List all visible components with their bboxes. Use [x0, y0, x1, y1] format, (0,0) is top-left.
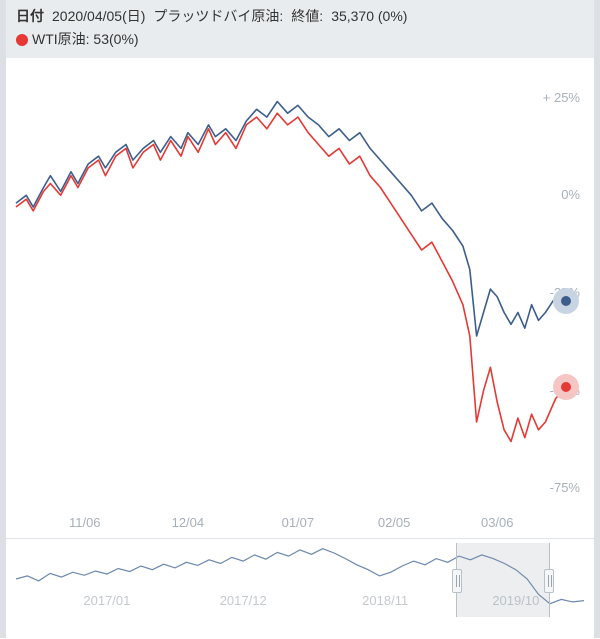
header-line-2: WTI原油: 53(0%)	[16, 29, 584, 50]
ytick-label: + 25%	[543, 90, 580, 105]
date-label: 日付	[16, 6, 44, 27]
main-chart[interactable]: + 25%0%-25%-50%-75% 11/0612/0401/0702/05…	[6, 58, 594, 538]
series-end-marker	[553, 288, 579, 314]
chart-header: 日付 2020/04/05(日) プラッツドバイ原油: 終値: 35,370 (…	[6, 0, 594, 58]
xtick-label: 11/06	[69, 515, 101, 530]
chart-container: 日付 2020/04/05(日) プラッツドバイ原油: 終値: 35,370 (…	[0, 0, 600, 638]
series2-text: WTI原油: 53(0%)	[32, 29, 139, 50]
ytick-label: -75%	[550, 480, 580, 495]
xtick-label: 01/07	[282, 515, 315, 530]
series1-close-label: 終値:	[291, 6, 323, 27]
xtick-label: 02/05	[378, 515, 411, 530]
range-handle-right[interactable]	[544, 569, 554, 593]
mini-xtick-label: 2018/11	[362, 593, 408, 608]
series-end-marker	[553, 374, 579, 400]
mini-xtick-label: 2017/12	[220, 593, 267, 608]
legend-dot-icon	[16, 34, 28, 46]
xtick-label: 03/06	[481, 515, 514, 530]
date-value: 2020/04/05(日)	[52, 6, 145, 27]
xtick-label: 12/04	[172, 515, 205, 530]
range-handle-left[interactable]	[452, 569, 462, 593]
main-chart-svg	[6, 58, 594, 538]
ytick-label: 0%	[561, 187, 580, 202]
mini-xtick-label: 2017/01	[83, 593, 130, 608]
series1-close-value: 35,370 (0%)	[331, 6, 407, 27]
header-line-1: 日付 2020/04/05(日) プラッツドバイ原油: 終値: 35,370 (…	[16, 6, 584, 27]
range-navigator[interactable]: 2017/012017/122018/112019/10	[6, 538, 594, 638]
range-window[interactable]	[456, 543, 550, 617]
series1-name: プラッツドバイ原油:	[153, 6, 283, 27]
